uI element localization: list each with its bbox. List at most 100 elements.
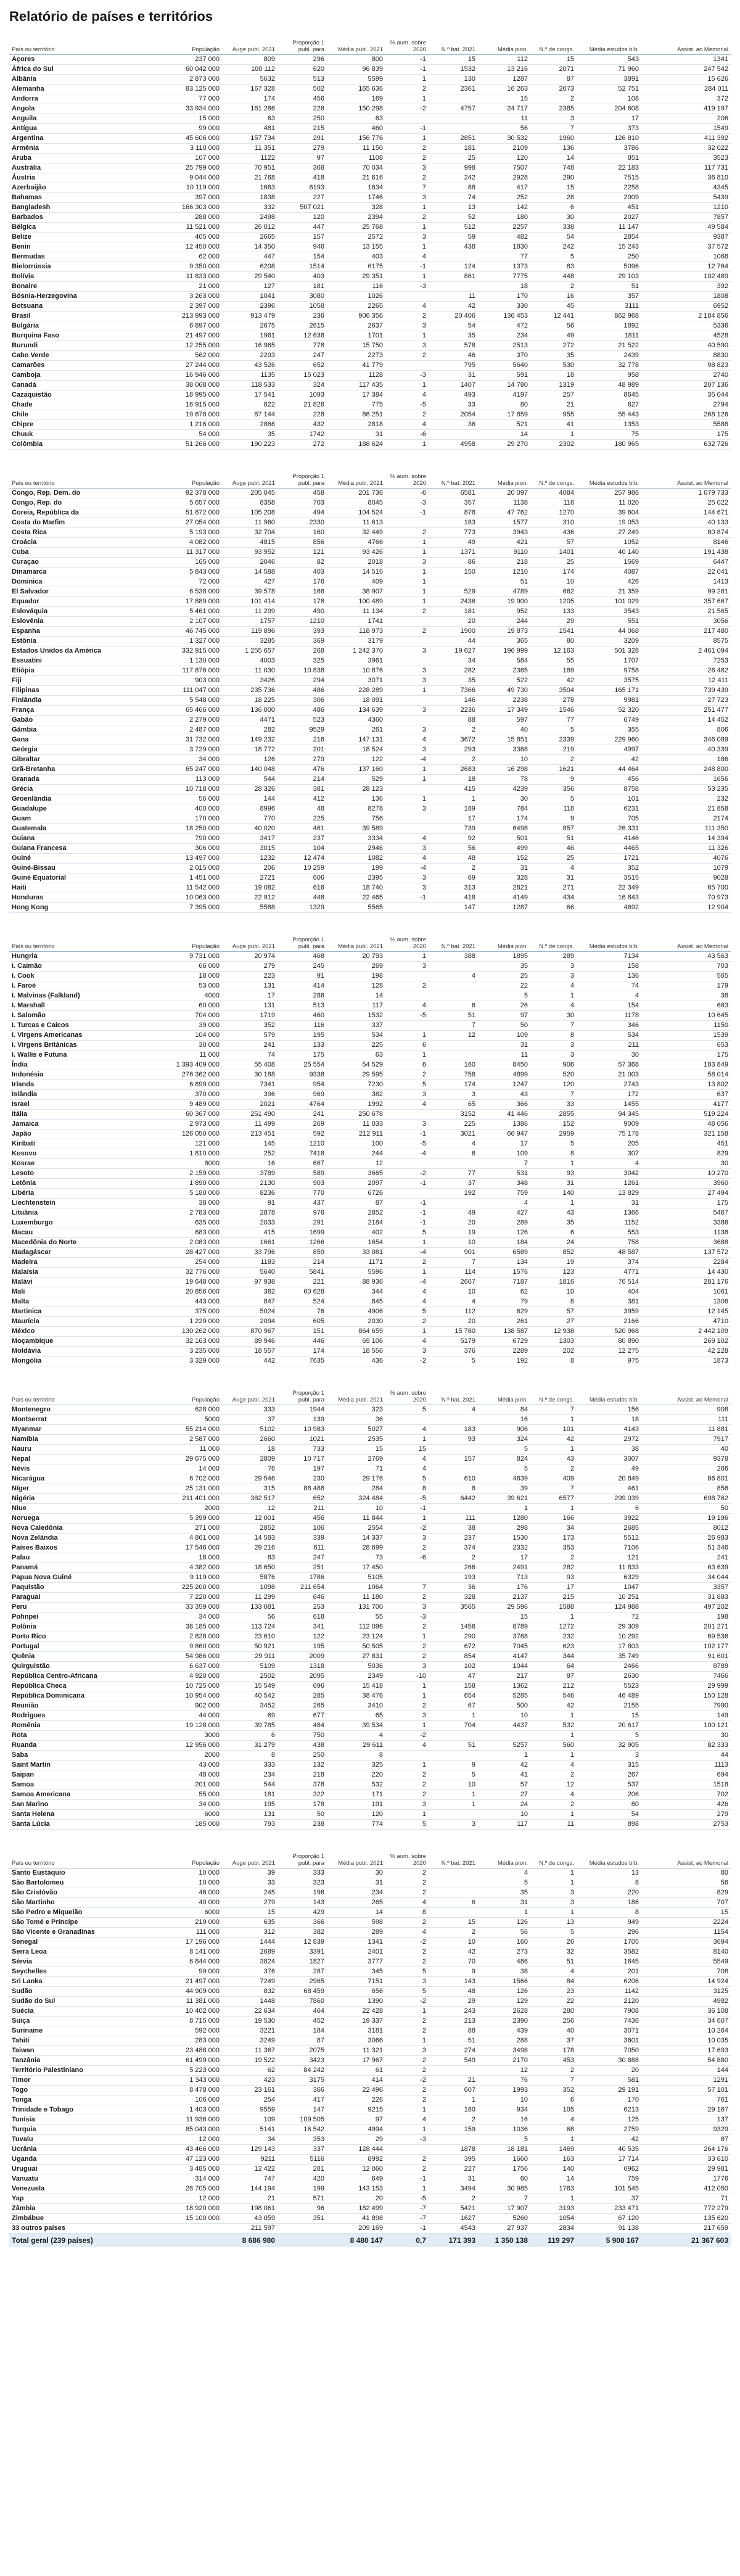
country-row: Malávi 19 648 000 97 938 221 88 936 -4 2667 718… (9, 1277, 731, 1287)
stat-cell (385, 291, 429, 302)
stat-cell: 51 (577, 281, 641, 292)
stat-cell: 2 (385, 2095, 429, 2105)
stat-cell: 333 (278, 1868, 327, 1878)
stat-cell: 1054 (530, 2213, 577, 2224)
stat-cell: 705 (577, 814, 641, 824)
stat-cell: 77 (478, 252, 530, 262)
stat-cell: 225 200 000 (154, 1582, 222, 1593)
stat-cell: 80 874 (641, 527, 731, 538)
stat-cell: 136 (327, 794, 385, 804)
stat-cell: 8012 (641, 1523, 731, 1534)
stat-cell: 522 (478, 675, 530, 686)
column-header: N.º de congs. (530, 930, 577, 952)
stat-cell: 2667 (429, 1277, 478, 1287)
stat-cell: 18 091 (327, 695, 385, 706)
stat-cell: 3694 (641, 1937, 731, 1947)
stat-cell: 534 (577, 1030, 641, 1041)
stat-cell: 381 (577, 1297, 641, 1307)
stat-cell: 4 (577, 991, 641, 1001)
country-table: País ou território População Auge publ. 20… (9, 33, 731, 450)
stat-cell: 829 (641, 1888, 731, 1898)
stat-cell: 31 (530, 873, 577, 883)
stat-cell: 414 (327, 2075, 385, 2086)
stat-cell: 9211 (222, 2154, 278, 2165)
stat-cell: 3152 (429, 1109, 478, 1120)
stat-cell: 174 (222, 94, 278, 104)
stat-cell: 2 587 000 (154, 1434, 222, 1445)
country-name: Paraguai (9, 1592, 154, 1603)
stat-cell: 8758 (577, 784, 641, 795)
stat-cell: 35 (222, 429, 278, 440)
stat-cell: 54 880 (641, 2055, 731, 2066)
stat-cell: 4528 (641, 331, 731, 341)
stat-cell: 4 (429, 1139, 478, 1149)
stat-cell: 3179 (327, 636, 385, 646)
stat-cell: 48 (278, 804, 327, 814)
stat-cell: 11 381 000 (154, 1996, 222, 2007)
stat-cell: 3 729 000 (154, 745, 222, 755)
stat-cell: 54 (530, 232, 577, 242)
country-row: Japão 126 050 000 213 451 592 212 911 -1 3021 6… (9, 1129, 731, 1139)
country-row: Jamaica 2 973 000 11 499 269 11 033 3 225 1386 1… (9, 1119, 731, 1129)
stat-cell: 1061 (641, 1287, 731, 1297)
stat-cell: 250 (278, 114, 327, 124)
stat-cell: 4757 (429, 104, 478, 114)
stat-cell: 93 426 (327, 547, 385, 558)
stat-cell: 1992 (327, 1099, 385, 1110)
stat-cell: 313 (429, 883, 478, 893)
country-name: Burundi (9, 341, 154, 351)
stat-cell: 698 762 (641, 1493, 731, 1504)
country-row: Tunísia 11 936 000 109 109 505 97 4 2 16 4 125 137 (9, 2115, 731, 2125)
country-row: Noruega 5 399 000 12 001 456 11 844 1 111 1280 1… (9, 1513, 731, 1524)
country-name: São Pedro e Miquelão (9, 1907, 154, 1918)
stat-cell: 176 (478, 1582, 530, 1593)
stat-cell: 52 751 (577, 84, 641, 94)
stat-cell: 232 (530, 1632, 577, 1642)
stat-cell: 186 (577, 1897, 641, 1908)
stat-cell: 107 000 (154, 153, 222, 163)
stat-cell: 1786 (278, 1572, 327, 1583)
country-row: Suíça 8 715 000 19 530 452 19 337 2 213 2390 256… (9, 2016, 731, 2026)
stat-cell: 43 (530, 1208, 577, 1218)
stat-cell: 415 (222, 1228, 278, 1238)
stat-cell: 14 000 (154, 1464, 222, 1474)
stat-cell: 12 638 (278, 331, 327, 341)
stat-cell: 19 648 000 (154, 1277, 222, 1287)
stat-cell: 4 (478, 1198, 530, 1208)
stat-cell: 105 (530, 2105, 577, 2115)
stat-cell: 40 535 (577, 2144, 641, 2155)
country-name: Nauru (9, 1444, 154, 1455)
stat-cell: 852 (530, 1247, 577, 1258)
country-name: Honduras (9, 893, 154, 903)
stat-cell: -2 (385, 1168, 429, 1179)
stat-cell: 175 (278, 1050, 327, 1060)
stat-cell: 2491 (478, 1563, 530, 1573)
country-row: Irlanda 6 899 000 7341 954 7230 5 174 1247 120 27… (9, 1080, 731, 1090)
stat-cell: 5 (478, 1444, 530, 1455)
stat-cell: 3777 (327, 1957, 385, 1967)
stat-cell: 65 700 (641, 883, 731, 893)
stat-cell: 1 (530, 1878, 577, 1888)
column-header: Média pion. (478, 1847, 530, 1868)
country-row: Bielorrússia 9 350 000 6208 1514 6175 -1 124 13… (9, 262, 731, 272)
stat-cell: 1044 (478, 1661, 530, 1672)
stat-cell: 328 (429, 1592, 478, 1603)
stat-cell: 352 (222, 1020, 278, 1031)
stat-cell: -2 (385, 1523, 429, 1534)
stat-cell: 7857 (641, 212, 731, 223)
stat-cell: 2466 (577, 1661, 641, 1672)
stat-cell: 519 224 (641, 1109, 731, 1120)
stat-cell: 101 029 (577, 597, 641, 607)
stat-cell: 3071 (577, 2026, 641, 2036)
stat-cell: 128 (327, 981, 385, 991)
stat-cell: 5285 (478, 1691, 530, 1701)
country-name: Camboja (9, 370, 154, 381)
country-name: Andorra (9, 94, 154, 104)
stat-cell: 78 (478, 774, 530, 785)
stat-cell: 242 (530, 242, 577, 252)
stat-cell: 19 627 (429, 646, 478, 656)
country-row: Rodrigues 44 000 69 677 65 3 1 10 1 15 149 (9, 1711, 731, 1721)
stat-cell: 2 (429, 725, 478, 735)
stat-cell: 57 (530, 537, 577, 548)
country-row: Colômbia 51 266 000 190 223 272 188 624 1 4958… (9, 439, 731, 450)
